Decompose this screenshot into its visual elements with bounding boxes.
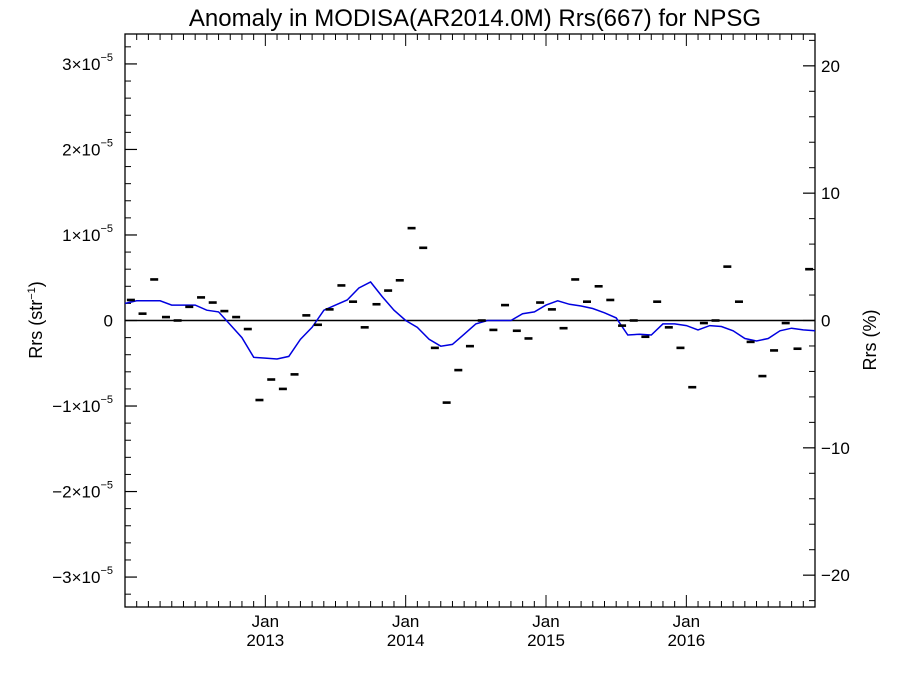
axis-ticks [124, 34, 816, 607]
y-tick-label-left: −2×10−5 [52, 480, 113, 502]
running-mean-series [124, 281, 816, 360]
running-mean-line [124, 281, 816, 360]
y-tick-label-right: −10 [821, 439, 850, 458]
y-axis-label-left: Rrs (str−1) [26, 281, 46, 359]
right-axis-tick-labels: −20 −10 0 10 20 [821, 57, 850, 585]
monthly-anomaly-points [126, 226, 814, 404]
x-tick-label-month: Jan [392, 612, 419, 631]
y-tick-label-left: 2×10−5 [62, 137, 113, 159]
y-tick-label-right: 20 [821, 57, 840, 76]
x-tick-label-month: Jan [532, 612, 559, 631]
y-tick-label-left: 0 [104, 312, 113, 331]
x-tick-label-year: 2015 [527, 631, 565, 650]
y-tick-label-right: 0 [821, 312, 830, 331]
x-tick-label-year: 2013 [246, 631, 284, 650]
y-tick-label-left: 3×10−5 [62, 52, 113, 74]
x-tick-label-month: Jan [252, 612, 279, 631]
y-tick-label-right: 10 [821, 184, 840, 203]
left-axis-tick-labels: −3×10−5 −2×10−5 −1×10−5 0 1×10−5 2×10−5 3×10−5 [52, 52, 113, 587]
x-tick-label-year: 2014 [387, 631, 425, 650]
x-tick-label-month: Jan [673, 612, 700, 631]
y-tick-label-left: −3×10−5 [52, 565, 113, 587]
y-tick-label-right: −20 [821, 566, 850, 585]
y-axis-label-right: Rrs (%) [860, 310, 880, 371]
y-tick-label-left: 1×10−5 [62, 223, 113, 245]
chart-title: Anomaly in MODISA(AR2014.0M) Rrs(667) fo… [189, 5, 761, 32]
y-tick-label-left: −1×10−5 [52, 394, 113, 416]
x-tick-label-year: 2016 [667, 631, 705, 650]
